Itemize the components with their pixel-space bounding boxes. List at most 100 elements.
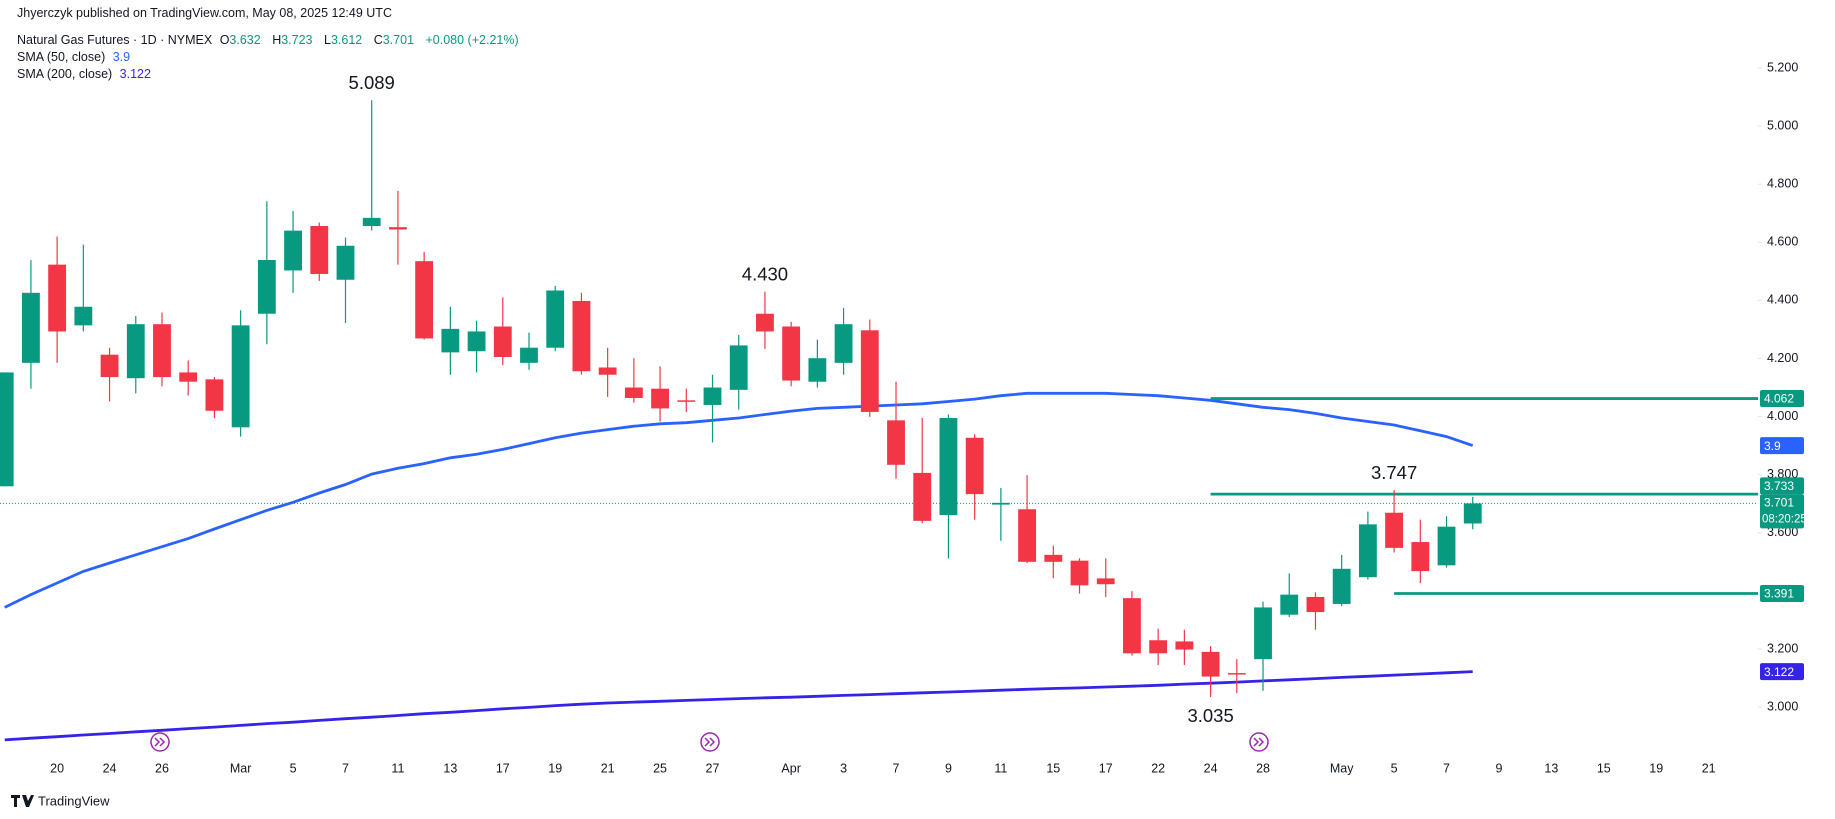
- sma-line: [4, 391, 1474, 609]
- candle-body: [1385, 512, 1404, 548]
- x-tick-label: May: [1330, 761, 1354, 775]
- plot: 3.0003.2003.4003.6003.8004.0004.2004.400…: [0, 60, 1807, 775]
- y-tick-label: 4.800: [1767, 176, 1798, 190]
- annotation: 3.035: [1187, 705, 1233, 726]
- x-tick-label: 9: [1495, 761, 1502, 775]
- x-tick-label: 19: [548, 761, 562, 775]
- x-tick-label: 7: [893, 761, 900, 775]
- event-icon-arrow: [154, 737, 166, 747]
- candle-body: [257, 259, 276, 314]
- publisher-line: Jhyerczyk published on TradingView.com, …: [17, 6, 392, 20]
- candle-body: [1227, 673, 1246, 675]
- candle-body: [1437, 526, 1456, 566]
- event-icon-arrow: [1253, 737, 1265, 747]
- y-tick-label: 4.200: [1767, 351, 1798, 365]
- y-tick-label: 4.400: [1767, 293, 1798, 307]
- candle-body: [1280, 594, 1299, 615]
- sma-label: 3.9: [1764, 439, 1781, 453]
- x-tick-label: 15: [1597, 761, 1611, 775]
- candle-body: [913, 472, 932, 521]
- candle-body: [126, 324, 145, 379]
- ohlc-label: C: [373, 33, 383, 47]
- x-tick-label: 17: [496, 761, 510, 775]
- x-tick-label: Apr: [781, 761, 800, 775]
- ohlc-value: 3.701: [382, 33, 415, 47]
- candle-body: [362, 217, 381, 227]
- candle-body: [677, 400, 696, 402]
- annotation: 3.747: [1371, 462, 1417, 483]
- sma-label-box: [1760, 437, 1804, 455]
- last-price-label: 3.701: [1764, 496, 1794, 510]
- candle-body: [1149, 640, 1168, 654]
- candle-body: [782, 326, 801, 381]
- x-tick-label: 5: [1391, 761, 1398, 775]
- sma-line: [4, 670, 1473, 742]
- x-tick-label: 11: [391, 761, 404, 775]
- candle-body: [520, 347, 538, 363]
- brand: TradingView: [38, 793, 110, 808]
- candle-body: [100, 354, 119, 378]
- candle-body: [415, 261, 434, 339]
- candle-body: [284, 230, 302, 271]
- annotation: 5.089: [349, 72, 395, 93]
- x-tick-label: 3: [840, 761, 847, 775]
- ohlc-label: L: [323, 33, 331, 47]
- candle-body: [310, 226, 329, 274]
- candle-body: [1070, 560, 1089, 586]
- candle-body: [939, 418, 958, 516]
- level-label-box: [1760, 390, 1804, 408]
- candle-body: [1411, 542, 1430, 572]
- x-tick-label: 21: [601, 761, 615, 775]
- candle-body: [389, 227, 407, 230]
- annotation: 4.430: [742, 264, 788, 285]
- sma-label-box: [1760, 663, 1804, 681]
- x-tick-label: 7: [342, 761, 349, 775]
- ohlc-label: O: [219, 33, 230, 47]
- x-tick-label: 19: [1649, 761, 1663, 775]
- candle-body: [756, 313, 774, 332]
- x-tick-label: Mar: [230, 761, 252, 775]
- candle-body: [493, 326, 512, 358]
- logo-mark: [11, 795, 34, 807]
- x-tick-label: 7: [1443, 761, 1450, 775]
- candle-body: [231, 325, 250, 428]
- level-label: 3.391: [1764, 587, 1794, 601]
- candle-body: [179, 372, 198, 382]
- x-tick-label: 21: [1702, 761, 1716, 775]
- level-label: 4.062: [1764, 392, 1794, 406]
- candle-body: [991, 502, 1010, 505]
- level-label-box: [1760, 584, 1804, 602]
- candle-body: [1123, 598, 1141, 654]
- candle-body: [1175, 641, 1194, 650]
- level-label: 3.733: [1764, 479, 1794, 493]
- y-tick-label: 4.600: [1767, 235, 1798, 249]
- event-icons: [150, 732, 1269, 752]
- x-tick-label: 24: [103, 761, 117, 775]
- ohlc: H3.723: [272, 33, 316, 47]
- x-tick-label: 28: [1256, 761, 1270, 775]
- legend-name: SMA (200, close): [17, 67, 113, 81]
- x-tick-label: 13: [443, 761, 457, 775]
- candle-body: [1332, 568, 1351, 604]
- candle-body: [598, 367, 617, 375]
- candle-body: [860, 330, 879, 412]
- candle-body: [1201, 651, 1220, 677]
- x-tick-label: 9: [945, 761, 952, 775]
- x-tick-label: 24: [1204, 761, 1218, 775]
- x-tick-label: 22: [1151, 761, 1165, 775]
- x-tick-label: 11: [994, 761, 1007, 775]
- candle-body: [1096, 578, 1115, 585]
- level-label-box: [1760, 477, 1804, 495]
- ohlc-value: 3.723: [281, 33, 313, 47]
- y-tick-label: 3.600: [1767, 525, 1798, 539]
- legend-sma50: SMA (50, close) 3.9: [17, 50, 134, 64]
- ohlc-label: H: [272, 33, 282, 47]
- last-price-box: [1760, 494, 1804, 529]
- candle-body: [546, 290, 565, 348]
- x-tick-label: 25: [653, 761, 667, 775]
- candle-body: [624, 387, 643, 398]
- candle-body: [965, 437, 984, 495]
- symbol: Natural Gas Futures · 1D · NYMEX: [17, 33, 213, 47]
- candle-body: [1358, 524, 1377, 578]
